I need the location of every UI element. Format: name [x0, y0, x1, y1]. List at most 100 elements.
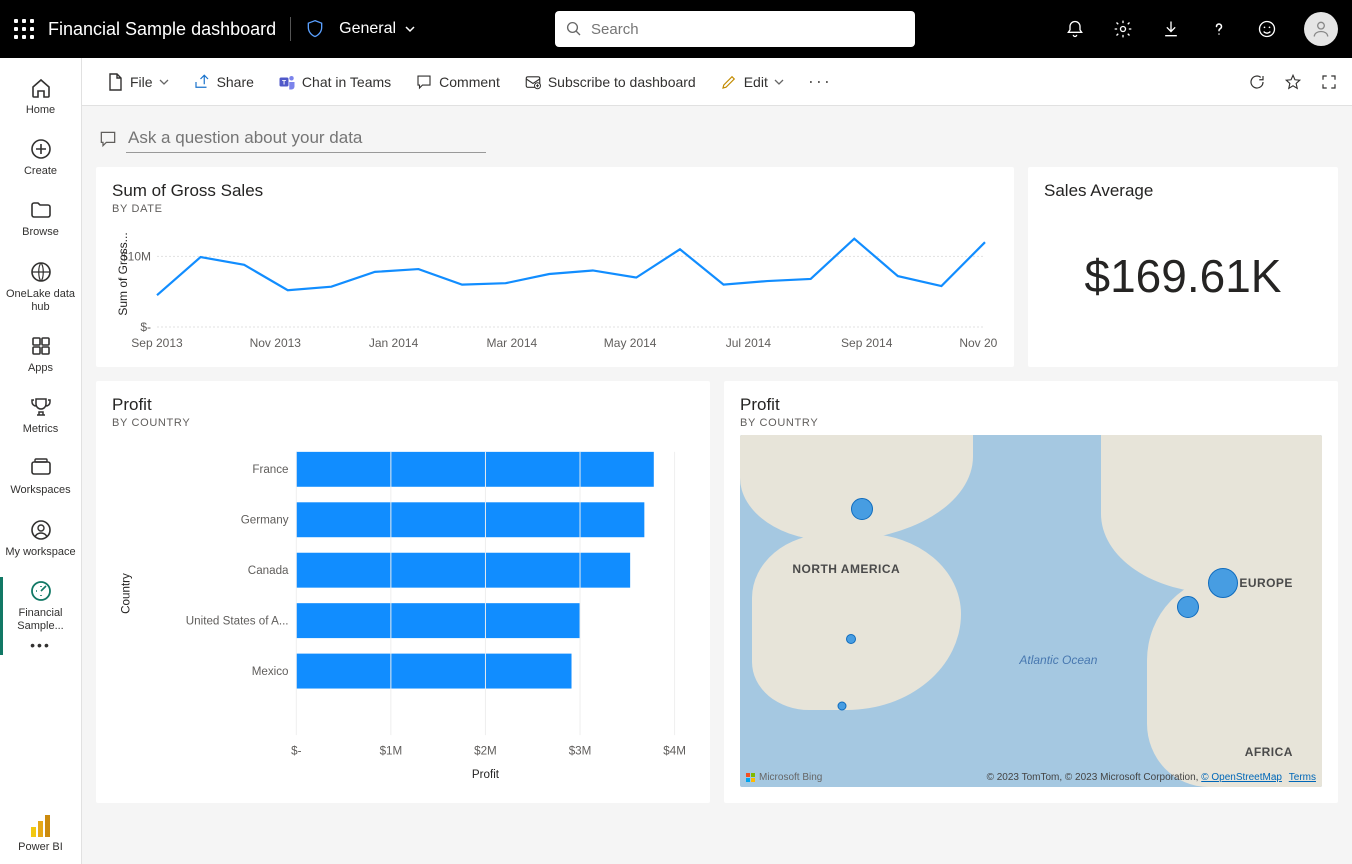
- favorite-star-icon[interactable]: [1284, 73, 1302, 91]
- svg-text:Nov 2014: Nov 2014: [959, 336, 998, 350]
- edit-menu[interactable]: Edit: [710, 67, 794, 97]
- map-bubble[interactable]: [837, 702, 846, 711]
- map-visual: NORTH AMERICA EUROPE AFRICA Atlantic Oce…: [740, 435, 1322, 787]
- help-icon[interactable]: [1208, 18, 1230, 40]
- feedback-smiley-icon[interactable]: [1256, 18, 1278, 40]
- gauge-icon: [29, 579, 53, 603]
- svg-text:Sep 2013: Sep 2013: [131, 336, 183, 350]
- plus-circle-icon: [29, 137, 53, 161]
- svg-text:May 2014: May 2014: [604, 336, 657, 350]
- svg-text:Jan 2014: Jan 2014: [369, 336, 419, 350]
- action-toolbar: File Share T Chat in Teams Comment Subsc…: [82, 58, 1352, 106]
- svg-text:Profit: Profit: [472, 768, 500, 781]
- pencil-icon: [720, 73, 738, 91]
- map-label-ocean: Atlantic Ocean: [1019, 653, 1097, 667]
- chat-teams-button[interactable]: T Chat in Teams: [268, 67, 401, 97]
- tile-sales-average[interactable]: Sales Average $169.61K: [1028, 167, 1338, 367]
- map-attribution: © 2023 TomTom, © 2023 Microsoft Corporat…: [987, 772, 1316, 783]
- svg-text:United States of A...: United States of A...: [186, 615, 289, 628]
- tile-gross-sales-line[interactable]: Sum of Gross Sales By Date $-$10MSum of …: [96, 167, 1014, 367]
- kpi-value: $169.61K: [1044, 203, 1322, 349]
- tile-profit-map[interactable]: Profit By Country NORTH AMERICA EUROPE A…: [724, 381, 1338, 803]
- tile-profit-bar[interactable]: Profit By Country CountryFranceGermanyCa…: [96, 381, 710, 803]
- svg-text:$-: $-: [140, 320, 151, 334]
- fullscreen-icon[interactable]: [1320, 73, 1338, 91]
- osm-link[interactable]: © OpenStreetMap: [1201, 772, 1282, 783]
- powerbi-icon: [29, 813, 53, 837]
- svg-text:Sum of Gross...: Sum of Gross...: [116, 232, 130, 315]
- map-bubble[interactable]: [1177, 596, 1199, 618]
- trophy-icon: [29, 395, 53, 419]
- tile-title: Sales Average: [1044, 181, 1322, 201]
- svg-text:Jul 2014: Jul 2014: [726, 336, 772, 350]
- svg-text:France: France: [252, 463, 288, 476]
- comment-icon: [415, 73, 433, 91]
- subscribe-icon: [524, 73, 542, 91]
- tile-subtitle: By Country: [112, 417, 694, 429]
- map-label-na: NORTH AMERICA: [792, 562, 900, 576]
- nav-onelake[interactable]: OneLake data hub: [0, 250, 81, 324]
- top-bar: Financial Sample dashboard General: [0, 0, 1352, 58]
- more-dots-icon[interactable]: •••: [30, 637, 51, 653]
- file-menu[interactable]: File: [96, 67, 179, 97]
- sensitivity-dropdown[interactable]: General: [339, 20, 416, 38]
- svg-text:Canada: Canada: [248, 564, 289, 577]
- share-button[interactable]: Share: [183, 67, 264, 97]
- svg-text:Mexico: Mexico: [252, 665, 289, 678]
- search-input[interactable]: [591, 21, 905, 38]
- tile-title: Sum of Gross Sales: [112, 181, 998, 201]
- qa-input[interactable]: [126, 124, 486, 153]
- workspaces-icon: [29, 456, 53, 480]
- svg-text:$3M: $3M: [569, 745, 592, 758]
- file-icon: [106, 73, 124, 91]
- nav-browse[interactable]: Browse: [0, 188, 81, 249]
- line-chart: $-$10MSum of Gross...Sep 2013Nov 2013Jan…: [112, 215, 998, 355]
- teams-icon: T: [278, 73, 296, 91]
- nav-powerbi[interactable]: Power BI: [0, 803, 81, 864]
- nav-my-workspace[interactable]: My workspace: [0, 508, 81, 569]
- svg-text:$-: $-: [291, 745, 301, 758]
- chat-bubble-icon: [98, 129, 118, 149]
- app-launcher-icon[interactable]: [14, 19, 34, 39]
- map-bubble[interactable]: [851, 498, 873, 520]
- nav-workspaces[interactable]: Workspaces: [0, 446, 81, 507]
- map-bubble[interactable]: [846, 634, 856, 644]
- nav-financial-sample[interactable]: Financial Sample... •••: [0, 569, 81, 663]
- chevron-down-icon: [404, 23, 416, 35]
- map-bubble[interactable]: [1208, 568, 1238, 598]
- folder-icon: [29, 198, 53, 222]
- share-icon: [193, 73, 211, 91]
- tile-title: Profit: [740, 395, 1322, 415]
- more-actions[interactable]: ···: [798, 65, 842, 98]
- download-icon[interactable]: [1160, 18, 1182, 40]
- bing-logo: Microsoft Bing: [746, 772, 822, 783]
- subscribe-button[interactable]: Subscribe to dashboard: [514, 67, 706, 97]
- svg-text:Mar 2014: Mar 2014: [487, 336, 538, 350]
- svg-text:$2M: $2M: [474, 745, 497, 758]
- search-box[interactable]: [555, 11, 915, 47]
- comment-button[interactable]: Comment: [405, 67, 510, 97]
- settings-gear-icon[interactable]: [1112, 18, 1134, 40]
- separator: [290, 17, 291, 41]
- user-avatar[interactable]: [1304, 12, 1338, 46]
- nav-home[interactable]: Home: [0, 66, 81, 127]
- person-circle-icon: [29, 518, 53, 542]
- qa-bar[interactable]: [96, 118, 1338, 167]
- notifications-icon[interactable]: [1064, 18, 1086, 40]
- nav-create[interactable]: Create: [0, 127, 81, 188]
- dashboard-title: Financial Sample dashboard: [48, 19, 276, 40]
- nav-apps[interactable]: Apps: [0, 324, 81, 385]
- svg-text:Germany: Germany: [241, 514, 289, 527]
- map-label-eu: EUROPE: [1239, 576, 1293, 590]
- terms-link[interactable]: Terms: [1289, 772, 1316, 783]
- refresh-icon[interactable]: [1248, 73, 1266, 91]
- apps-icon: [29, 334, 53, 358]
- tile-title: Profit: [112, 395, 694, 415]
- svg-text:Sep 2014: Sep 2014: [841, 336, 893, 350]
- sensitivity-label: General: [339, 20, 396, 38]
- bar-chart: CountryFranceGermanyCanadaUnited States …: [112, 429, 694, 789]
- tile-subtitle: By Country: [740, 417, 1322, 429]
- chevron-down-icon: [159, 77, 169, 87]
- map-label-af: AFRICA: [1245, 745, 1293, 759]
- nav-metrics[interactable]: Metrics: [0, 385, 81, 446]
